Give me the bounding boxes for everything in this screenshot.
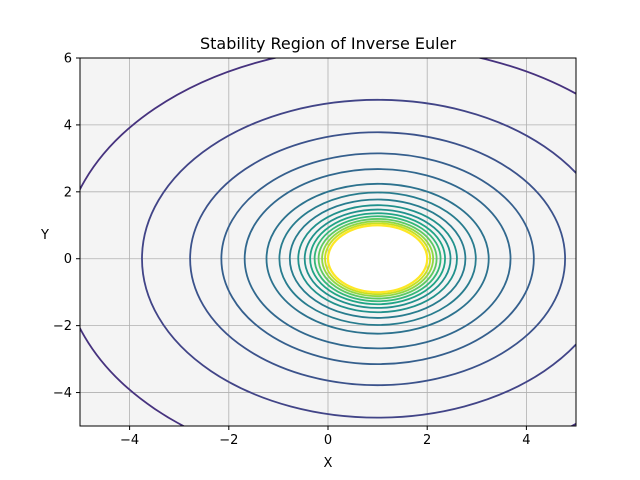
x-tick-label: 0 (324, 433, 332, 448)
x-axis-label: X (324, 456, 333, 471)
x-tick-label: −2 (219, 433, 238, 448)
x-tick-label: −4 (120, 433, 139, 448)
y-axis-label: Y (40, 228, 49, 243)
chart-title: Stability Region of Inverse Euler (200, 34, 456, 53)
y-tick-label: −2 (53, 319, 72, 334)
y-tick-label: 4 (64, 118, 72, 133)
y-tick-label: −4 (53, 386, 72, 401)
y-tick-label: 6 (64, 52, 72, 67)
x-tick-label: 2 (423, 433, 431, 448)
x-tick-label: 4 (522, 433, 530, 448)
y-tick-label: 2 (64, 185, 72, 200)
y-tick-label: 0 (64, 252, 72, 267)
